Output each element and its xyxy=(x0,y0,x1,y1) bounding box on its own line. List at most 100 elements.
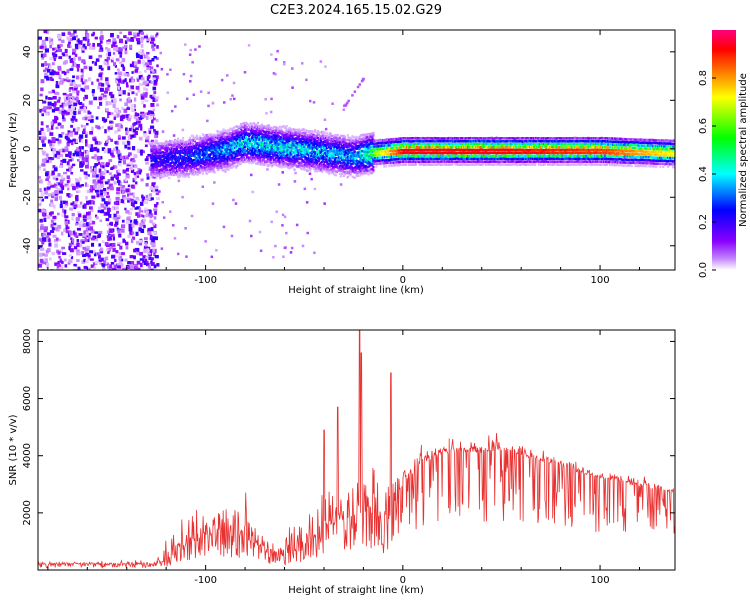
heatmap-cell xyxy=(133,97,137,102)
heatmap-cell xyxy=(135,66,139,71)
heatmap-cell xyxy=(120,186,125,190)
heatmap-cell xyxy=(46,68,51,73)
heatmap-cell xyxy=(278,147,281,150)
heatmap-cell xyxy=(126,84,129,88)
heatmap-cell xyxy=(127,118,131,122)
heatmap-cell xyxy=(51,192,55,196)
heatmap-cell xyxy=(371,135,374,139)
heatmap-cell xyxy=(130,85,135,90)
heatmap-cell xyxy=(84,142,88,147)
heatmap-cell xyxy=(116,210,119,214)
heatmap-cell xyxy=(120,155,124,159)
heatmap-cell xyxy=(110,126,113,130)
heatmap-cell xyxy=(144,158,149,162)
heatmap-cell xyxy=(121,64,125,68)
heatmap-cell xyxy=(95,58,100,62)
heatmap-cell xyxy=(346,152,349,156)
heatmap-cell xyxy=(137,89,141,93)
heatmap-cell xyxy=(112,247,116,252)
heatmap-cell xyxy=(51,62,55,66)
heatmap-cell xyxy=(250,151,254,155)
heatmap-cell xyxy=(286,132,289,136)
heatmap-cell xyxy=(92,179,96,184)
heatmap-cell xyxy=(115,146,119,151)
heatmap-cell xyxy=(112,236,115,241)
heatmap-cell xyxy=(104,117,108,120)
heatmap-cell xyxy=(106,201,110,205)
heatmap-cell xyxy=(307,139,310,143)
heatmap-cell xyxy=(134,165,138,169)
heatmap-cell xyxy=(46,265,49,269)
heatmap-cell xyxy=(58,264,61,268)
heatmap-cell xyxy=(218,166,221,169)
heatmap-cell xyxy=(138,123,143,128)
heatmap-cell xyxy=(227,141,230,145)
heatmap-cell xyxy=(76,90,80,94)
heatmap-cell xyxy=(84,164,89,169)
heatmap-cell xyxy=(165,145,168,148)
heatmap-cell xyxy=(226,161,229,164)
heatmap-cell xyxy=(297,151,300,154)
heatmap-cell xyxy=(363,150,366,153)
heatmap-cell xyxy=(150,262,155,266)
heatmap-cell xyxy=(49,57,54,61)
heatmap-cell xyxy=(63,213,66,217)
heatmap-cell xyxy=(248,138,251,141)
heatmap-cell xyxy=(93,96,98,101)
heatmap-cell xyxy=(239,150,242,154)
heatmap-cell xyxy=(150,139,155,144)
heatmap-cell xyxy=(319,150,322,153)
heatmap-cell xyxy=(126,266,131,269)
heatmap-cell xyxy=(116,265,121,269)
heatmap-cell xyxy=(306,231,309,235)
heatmap-cell xyxy=(57,212,60,216)
heatmap-cell xyxy=(44,75,49,79)
heatmap-cell xyxy=(194,172,197,176)
heatmap-cell xyxy=(369,147,372,150)
heatmap-cell xyxy=(92,173,96,178)
heatmap-cell xyxy=(71,212,75,217)
heatmap-cell xyxy=(156,163,159,166)
heatmap-cell xyxy=(197,145,200,148)
heatmap-cell xyxy=(153,158,156,161)
heatmap-cell xyxy=(149,115,154,120)
heatmap-cell xyxy=(116,227,119,231)
heatmap-cell xyxy=(134,69,138,73)
heatmap-cell xyxy=(129,44,133,49)
heatmap-cell xyxy=(211,202,215,205)
heatmap-cell xyxy=(106,265,110,269)
heatmap-cell xyxy=(211,137,214,140)
heatmap-cell xyxy=(88,206,93,210)
heatmap-cell xyxy=(130,125,133,130)
heatmap-cell xyxy=(358,147,361,151)
heatmap-cell xyxy=(266,164,269,168)
heatmap-cell xyxy=(51,251,55,256)
heatmap-cell xyxy=(128,31,132,36)
heatmap-cell xyxy=(72,36,77,41)
heatmap-cell xyxy=(72,51,76,55)
heatmap-cell xyxy=(106,41,111,45)
heatmap-cell xyxy=(69,68,74,71)
heatmap-cell xyxy=(262,153,266,156)
heatmap-cell xyxy=(146,268,150,270)
heatmap-cell xyxy=(118,260,122,264)
heatmap-cell xyxy=(54,183,57,188)
heatmap-cell xyxy=(118,90,122,95)
heatmap-cell xyxy=(70,183,75,188)
heatmap-cell xyxy=(140,36,145,41)
heatmap-cell xyxy=(64,221,69,226)
heatmap-cell xyxy=(146,210,150,214)
heatmap-cell xyxy=(81,49,85,53)
heatmap-cell xyxy=(339,142,342,146)
heatmap-cell xyxy=(57,224,62,229)
heatmap-cell xyxy=(258,159,262,162)
heatmap-cell xyxy=(328,157,332,160)
heatmap-cell xyxy=(182,72,186,76)
heatmap-cell xyxy=(138,227,142,232)
heatmap-cell xyxy=(77,190,81,193)
heatmap-cell xyxy=(43,168,46,172)
heatmap-cell xyxy=(372,134,375,137)
heatmap-cell xyxy=(257,162,261,166)
heatmap-cell xyxy=(275,156,278,159)
heatmap-cell xyxy=(125,167,129,172)
